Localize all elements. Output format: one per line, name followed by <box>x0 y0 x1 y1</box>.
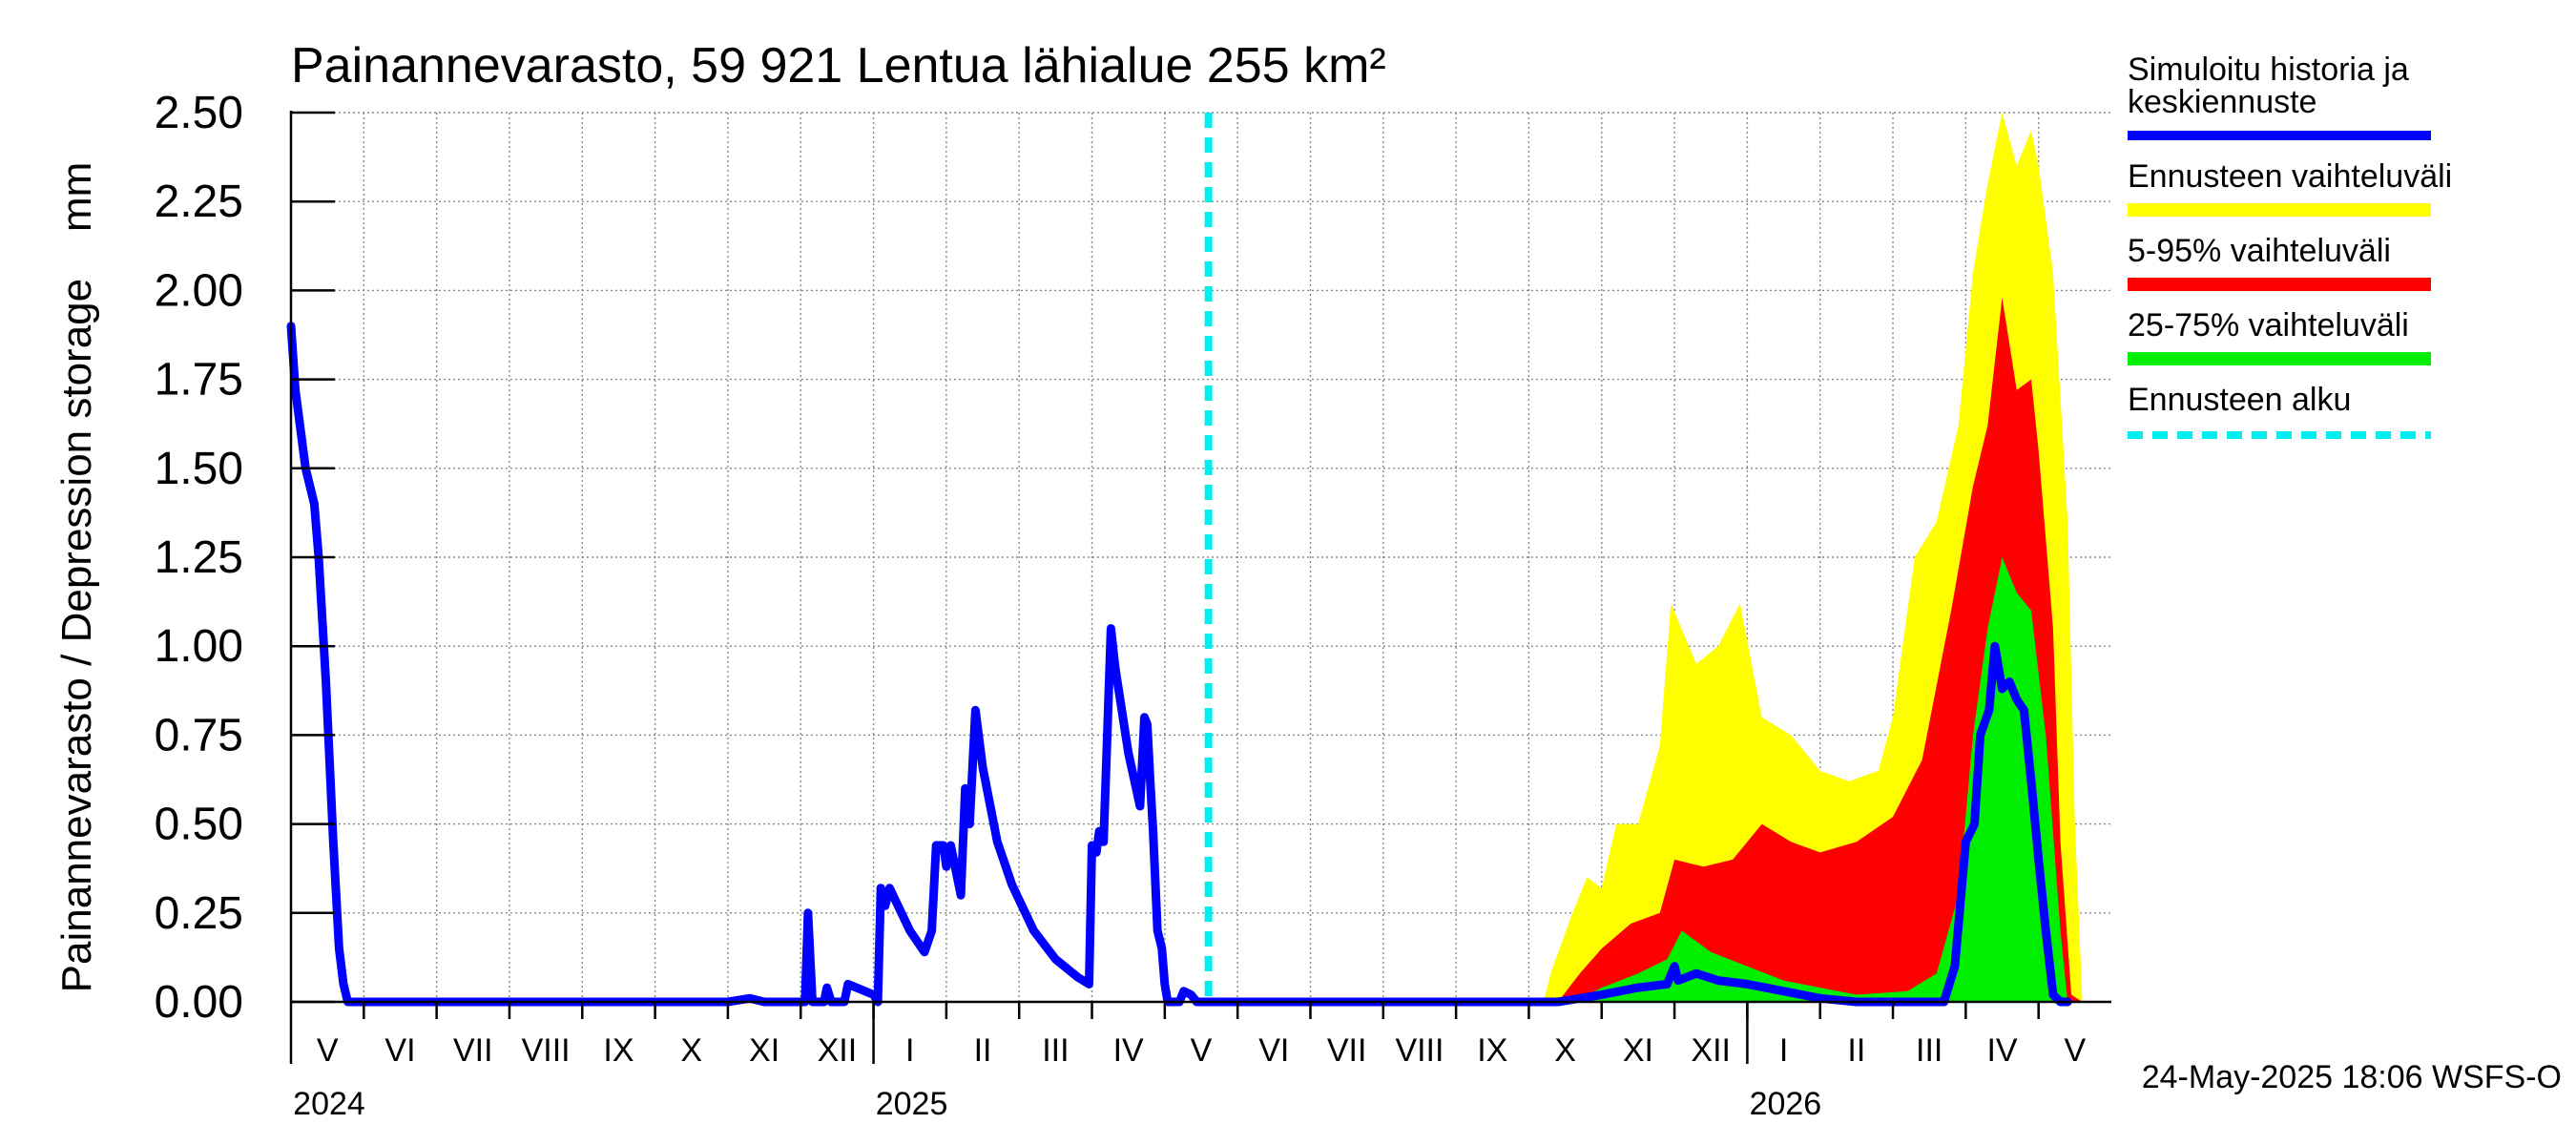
month-label: I <box>905 1032 914 1069</box>
y-tick-label: 0.25 <box>155 888 243 939</box>
month-label: V <box>2064 1032 2086 1069</box>
forecast-bands <box>1208 113 2083 1002</box>
y-tick-label: 0.50 <box>155 800 243 850</box>
year-labels: 2024 2025 2026 <box>293 1086 1821 1122</box>
month-label: IX <box>1477 1032 1507 1069</box>
legend-forecast-start-label: Ennusteen alku <box>2128 382 2351 418</box>
y-tick-label: 0.75 <box>155 710 243 760</box>
legend-range-label: Ennusteen vaihteluväli <box>2128 158 2452 195</box>
y-tick-label: 2.00 <box>155 265 243 316</box>
month-label: VIII <box>522 1032 571 1069</box>
legend-sim-label-line2: keskiennuste <box>2128 84 2316 120</box>
axes <box>289 111 2111 1064</box>
year-label: 2026 <box>1750 1086 1822 1122</box>
month-label: III <box>1042 1032 1069 1069</box>
legend-sim-label-line1: Simuloitu historia ja <box>2128 52 2409 88</box>
month-label: V <box>317 1032 339 1069</box>
y-tick-label: 1.25 <box>155 532 243 583</box>
y-tick-label: 1.00 <box>155 621 243 672</box>
month-label: VI <box>1258 1032 1289 1069</box>
y-tick-label: 2.25 <box>155 177 243 227</box>
chart-title: Painannevarasto, 59 921 Lentua lähialue … <box>291 38 1386 94</box>
timestamp: 24-May-2025 18:06 WSFS-O <box>2142 1059 2562 1095</box>
month-label: IV <box>1986 1032 2017 1069</box>
month-label: VI <box>384 1032 415 1069</box>
legend: Simuloitu historia ja keskiennuste Ennus… <box>2128 52 2452 439</box>
y-tick-labels: 0.00 0.25 0.50 0.75 1.00 1.25 1.50 1.75 2.00 2.25… <box>155 88 243 1028</box>
month-label: VIII <box>1395 1032 1444 1069</box>
y-tick-label: 1.75 <box>155 355 243 406</box>
y-tick-label: 2.50 <box>155 88 243 138</box>
legend-p5-95-label: 5-95% vaihteluväli <box>2128 233 2391 269</box>
month-label: III <box>1916 1032 1942 1069</box>
year-label: 2025 <box>876 1086 948 1122</box>
month-label: X <box>680 1032 702 1069</box>
year-label: 2024 <box>293 1086 365 1122</box>
month-label: X <box>1554 1032 1576 1069</box>
month-label: IX <box>603 1032 634 1069</box>
band-25-75-vaihteluv-li <box>1208 557 2068 1002</box>
legend-p25-75-label: 25-75% vaihteluväli <box>2128 307 2409 344</box>
month-label: XI <box>1623 1032 1653 1069</box>
month-label: IV <box>1113 1032 1144 1069</box>
month-label: XII <box>1691 1032 1731 1069</box>
month-label: II <box>974 1032 992 1069</box>
month-label: XI <box>749 1032 779 1069</box>
month-label: XII <box>818 1032 858 1069</box>
month-label: I <box>1779 1032 1788 1069</box>
y-tick-label: 0.00 <box>155 977 243 1028</box>
month-labels: V VI VII VIII IX X XI XII I II III IV V VI VII VIII IX X X… <box>317 1032 2087 1069</box>
month-label: V <box>1191 1032 1213 1069</box>
month-label: II <box>1847 1032 1865 1069</box>
y-tick-label: 1.50 <box>155 444 243 494</box>
month-label: VII <box>1327 1032 1367 1069</box>
band-ennusteen-vaihteluv-li <box>1208 113 2083 1002</box>
y-axis-label: Painannevarasto / Depression storage mm <box>53 162 100 993</box>
month-label: VII <box>453 1032 493 1069</box>
